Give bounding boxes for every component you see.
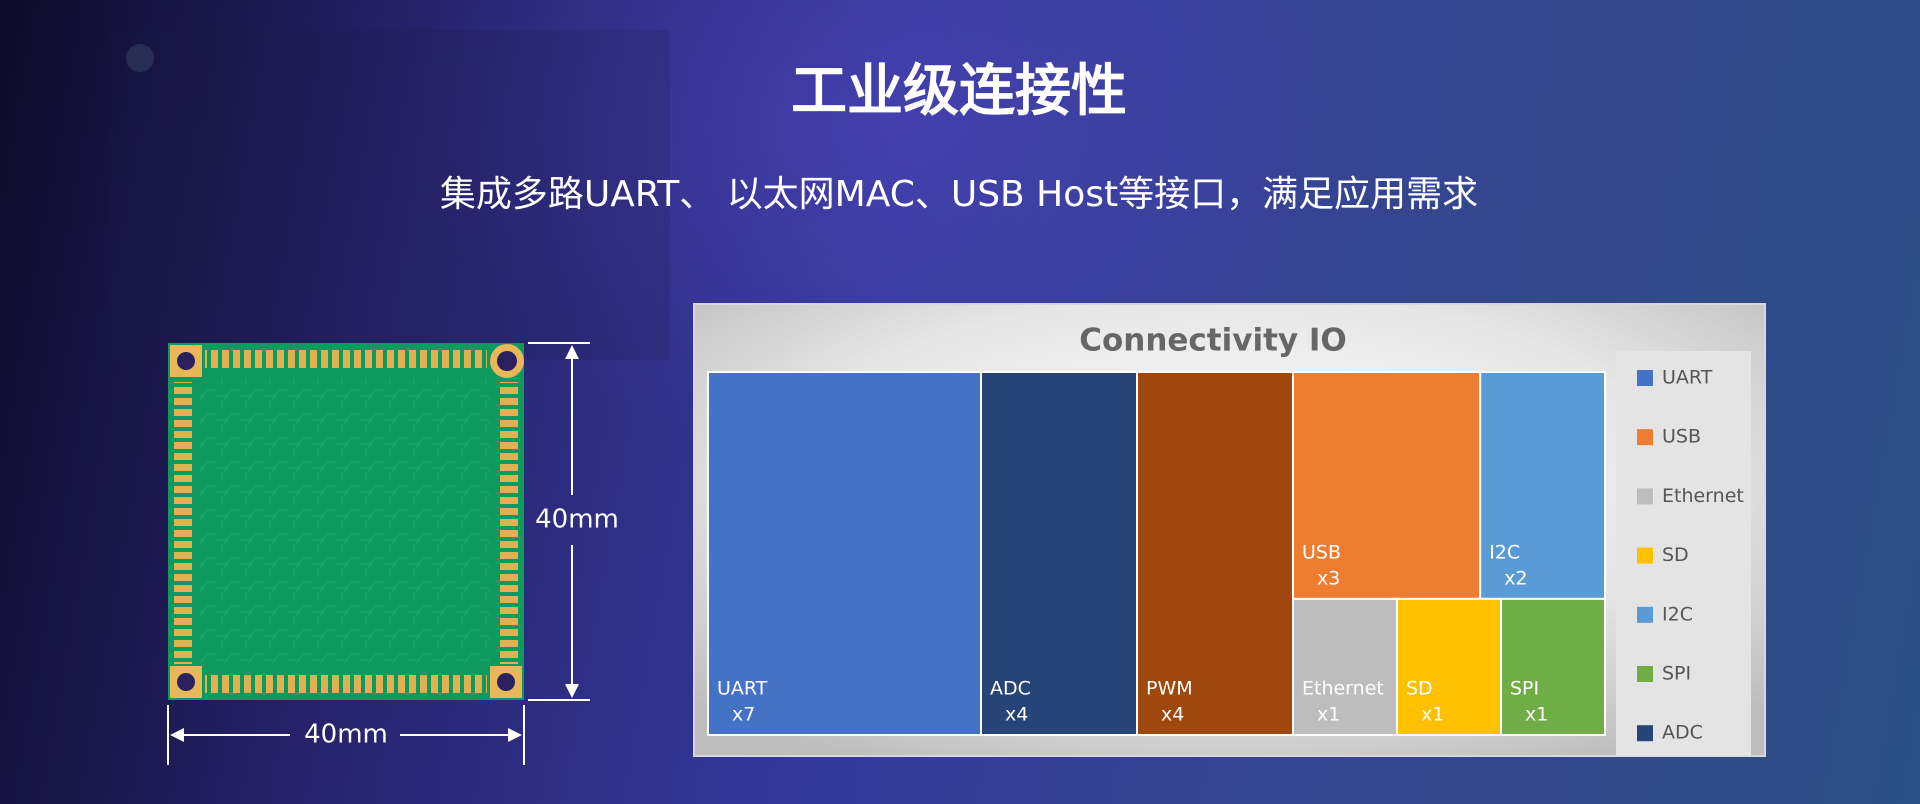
height-label: 40mm xyxy=(535,505,619,535)
legend-swatch xyxy=(1637,606,1653,623)
legend-swatch xyxy=(1637,547,1653,564)
chart-title: Connectivity IO xyxy=(1079,323,1347,359)
tile-value-label: x2 xyxy=(1504,567,1527,589)
dimension-lines xyxy=(167,342,590,765)
pcb-module xyxy=(168,343,524,700)
tile-value-label: x1 xyxy=(1421,704,1444,726)
treemap-tile xyxy=(1500,597,1606,736)
tile-label: SD xyxy=(1406,678,1433,700)
tile-value-label: x1 xyxy=(1525,704,1548,726)
treemap-tile xyxy=(1292,371,1482,600)
page-title: 工业级连接性 xyxy=(791,59,1127,124)
legend-label: ADC xyxy=(1662,722,1703,744)
tile-label: I2C xyxy=(1489,541,1520,563)
tile-value-label: x4 xyxy=(1161,704,1184,726)
tile-label: SPI xyxy=(1510,678,1539,700)
tile-value-label: x1 xyxy=(1317,704,1340,726)
treemap-tile xyxy=(1479,371,1606,600)
tile-label: ADC xyxy=(990,678,1031,700)
legend-label: SD xyxy=(1662,544,1689,566)
backdrop xyxy=(110,30,670,360)
legend-label: Ethernet xyxy=(1662,485,1744,507)
width-label: 40mm xyxy=(304,720,388,750)
legend-label: USB xyxy=(1662,426,1701,448)
legend-swatch xyxy=(1637,725,1653,742)
treemap-tile xyxy=(1292,597,1398,736)
tile-label: Ethernet xyxy=(1302,678,1384,700)
legend-swatch xyxy=(1637,370,1653,386)
tile-value-label: x4 xyxy=(1005,704,1028,726)
tile-label: USB xyxy=(1302,541,1341,563)
legend-label: SPI xyxy=(1662,663,1691,685)
treemap-tile xyxy=(1136,371,1294,736)
legend-swatch xyxy=(1637,429,1653,446)
tile-value-label: x7 xyxy=(732,704,755,726)
tile-label: UART xyxy=(717,678,768,700)
treemap-tile xyxy=(980,371,1138,736)
treemap-tile xyxy=(1396,597,1502,736)
tile-value-label: x3 xyxy=(1317,567,1340,589)
legend-swatch xyxy=(1637,488,1653,505)
tile-label: PWM xyxy=(1146,678,1193,700)
legend-label: I2C xyxy=(1662,603,1693,625)
legend-label: UART xyxy=(1662,367,1713,389)
legend-swatch xyxy=(1637,666,1653,682)
treemap-tile xyxy=(707,371,982,736)
page-subtitle: 集成多路UART、 以太网MAC、USB Host等接口，满足应用需求 xyxy=(440,174,1478,215)
